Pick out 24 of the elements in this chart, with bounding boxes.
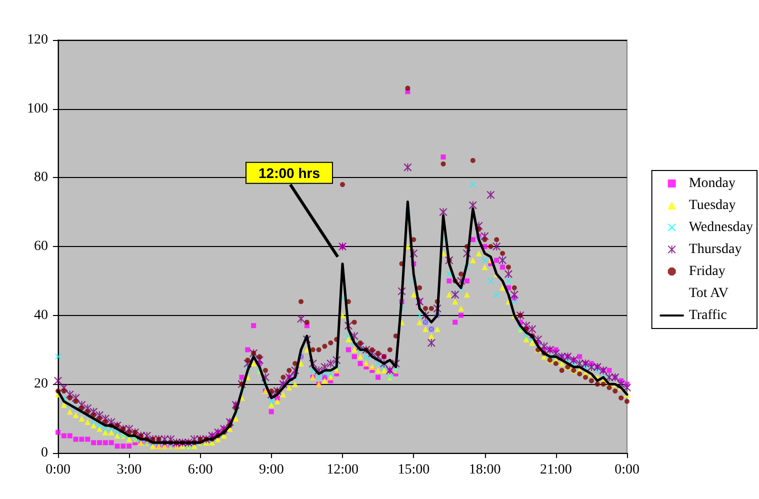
- y-tick-label: 80: [34, 170, 48, 186]
- x-tick-label: 21:00: [540, 462, 572, 478]
- y-tick-label: 20: [34, 376, 48, 392]
- x-tick-label: 15:00: [398, 462, 430, 478]
- legend-label: Traffic: [688, 308, 727, 323]
- x-tick-label: 18:00: [468, 462, 501, 478]
- y-tick-label: 40: [34, 308, 48, 323]
- x-tick-label: 0:00: [46, 462, 70, 478]
- annotation: 12:00 hrs: [258, 164, 320, 181]
- legend-label: Monday: [688, 176, 736, 191]
- legend-label: Thursday: [688, 242, 742, 257]
- legend-label: Wednesday: [688, 220, 754, 235]
- x-tick-label: 6:00: [188, 462, 213, 478]
- y-tick-label: 60: [34, 239, 48, 254]
- y-tick-label: 0: [41, 446, 48, 460]
- legend-label: Tuesday: [688, 198, 736, 213]
- x-tick-label: 3:00: [116, 462, 142, 478]
- y-tick-label: 120: [27, 32, 48, 48]
- legend-label: Friday: [688, 264, 726, 279]
- text: Tot AV: [688, 286, 728, 301]
- x-tick-label: 9:00: [258, 462, 284, 478]
- x-tick-label: 12:00: [326, 462, 358, 478]
- y-tick-label: 100: [27, 101, 48, 116]
- x-tick-label: 0:00: [614, 462, 640, 478]
